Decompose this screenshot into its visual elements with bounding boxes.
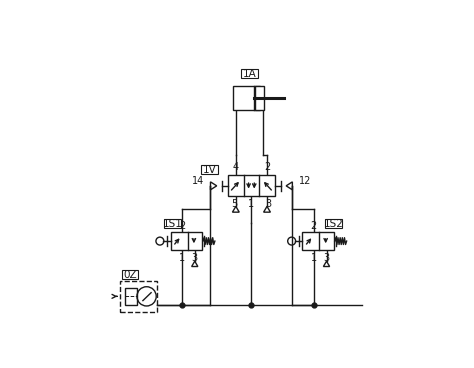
Bar xyxy=(164,219,181,229)
Bar xyxy=(241,69,257,78)
Text: 1: 1 xyxy=(310,253,317,263)
Text: 1: 1 xyxy=(248,199,255,209)
Text: 1A: 1A xyxy=(242,68,256,79)
Text: 4: 4 xyxy=(233,162,239,172)
Bar xyxy=(171,232,202,250)
Bar xyxy=(233,86,260,110)
Bar xyxy=(228,175,275,197)
Text: 2: 2 xyxy=(264,162,270,172)
Text: 2: 2 xyxy=(310,220,317,231)
Text: 3: 3 xyxy=(191,253,198,263)
Text: 0Z: 0Z xyxy=(123,269,137,280)
Bar xyxy=(122,270,138,279)
Bar xyxy=(325,219,342,229)
Text: 1S1: 1S1 xyxy=(163,219,182,229)
Bar xyxy=(201,165,218,174)
Text: 14: 14 xyxy=(192,176,204,186)
Bar xyxy=(119,281,156,312)
Text: 1V: 1V xyxy=(203,164,217,174)
Text: 1: 1 xyxy=(179,253,185,263)
Text: 5: 5 xyxy=(231,199,237,209)
Bar xyxy=(302,232,334,250)
Bar xyxy=(255,86,264,110)
Text: 2: 2 xyxy=(179,220,185,231)
Text: 1S2: 1S2 xyxy=(324,219,344,229)
Text: 12: 12 xyxy=(299,176,311,186)
Text: 3: 3 xyxy=(323,253,329,263)
Text: 3: 3 xyxy=(265,199,272,209)
Bar xyxy=(125,287,137,305)
